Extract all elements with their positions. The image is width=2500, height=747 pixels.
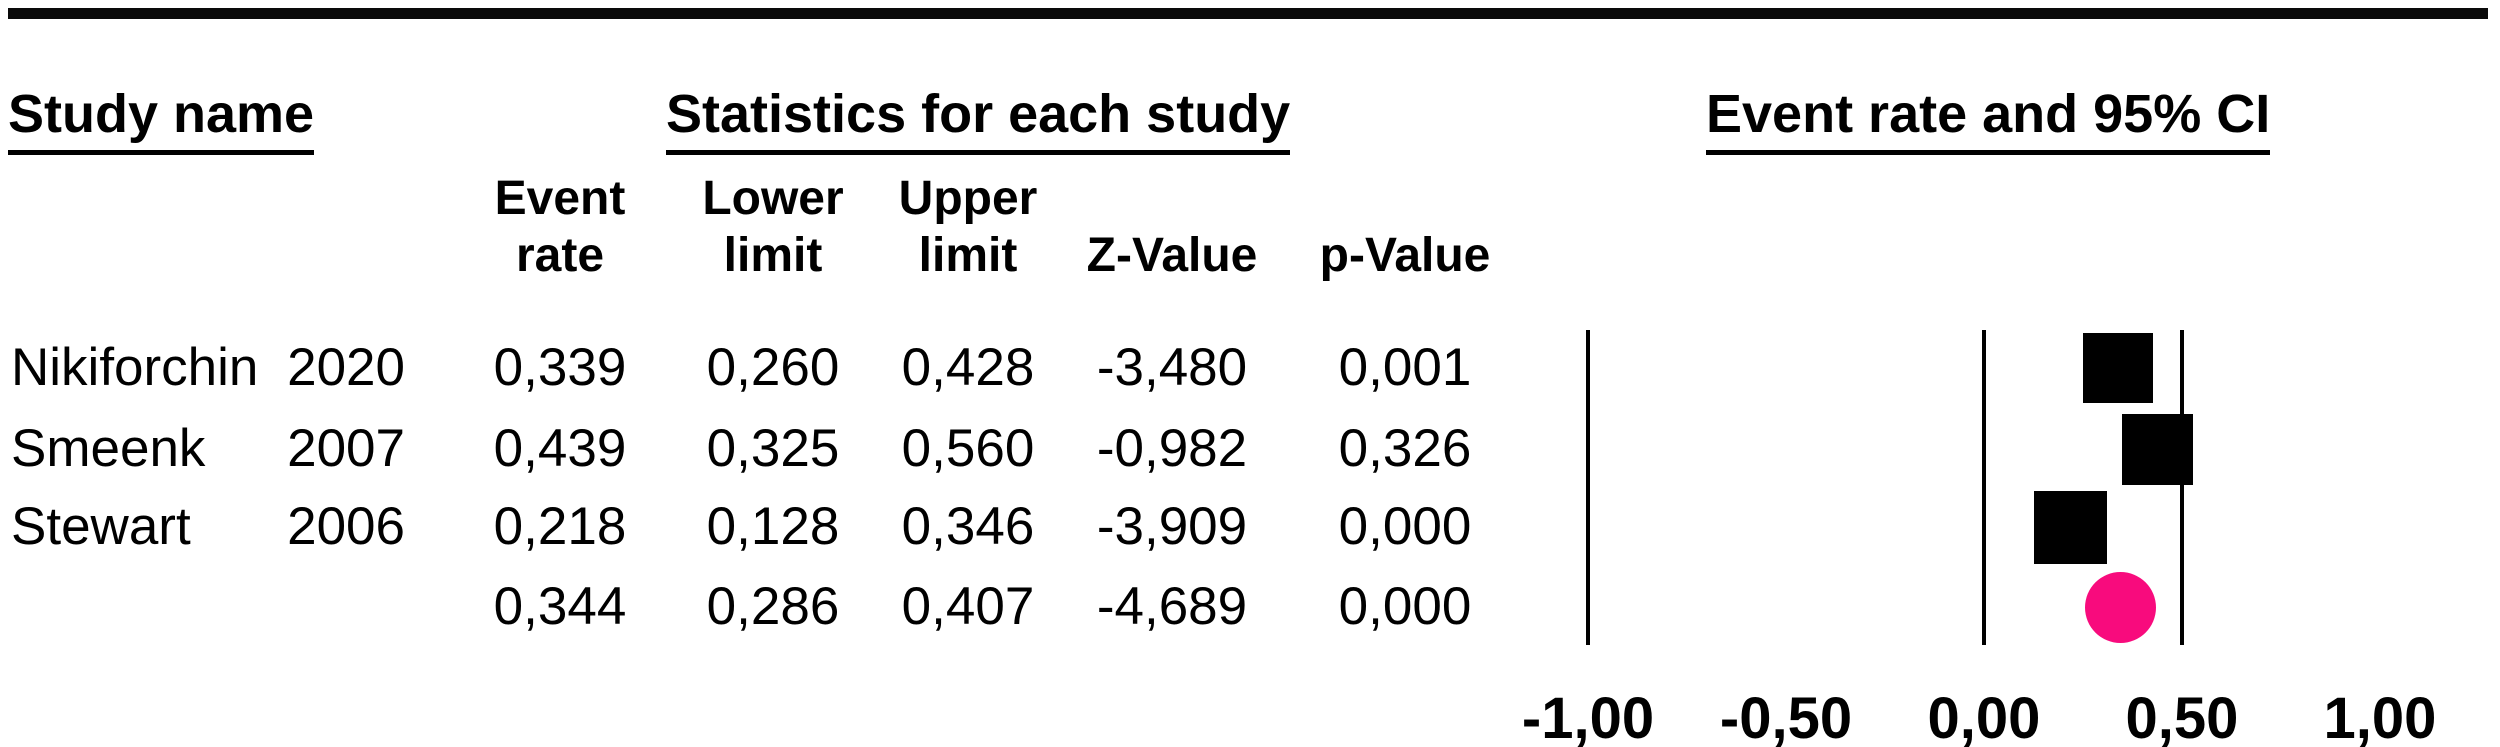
summary-marker [2084,571,2156,643]
upper-limit-value: 0,346 [901,497,1035,556]
summary-lower-limit-value: 0,286 [706,577,840,636]
column-header-p-value: p-Value [1319,229,1491,282]
x-axis-tick-label: 0,00 [1927,686,2041,747]
z-value: -3,909 [1096,497,1248,556]
p-value: 0,000 [1338,497,1472,556]
event-rate-value: 0,339 [493,338,627,397]
upper-limit-value: 0,428 [901,338,1035,397]
column-header-upper-limit: Upper limit [899,170,1038,284]
statistics-header: Statistics for each study [666,84,1291,155]
z-value: -0,982 [1096,419,1248,478]
column-header-lower-limit-line1: Lower [702,172,844,225]
column-header-lower-limit: Lower limit [702,170,843,284]
lower-limit-value: 0,260 [706,338,840,397]
p-value: 0,001 [1338,338,1472,397]
study-year: 2020 [287,338,405,397]
column-header-upper-limit-line1: Upper [898,172,1038,225]
table-row: Smeenk 2007 0,439 0,325 0,560 -0,982 0,3… [0,409,2500,489]
column-header-upper-limit-line2: limit [918,229,1018,282]
lower-limit-value: 0,128 [706,497,840,556]
x-axis-tick-label: -0,50 [1719,686,1853,747]
x-axis-tick-label: -1,00 [1521,686,1655,747]
column-header-event-rate: Event rate [495,170,626,284]
event-rate-value: 0,218 [493,497,627,556]
x-axis-tick-label: 0,50 [2125,686,2239,747]
table-row: Nikiforchin 2020 0,339 0,260 0,428 -3,48… [0,328,2500,408]
summary-row: 0,344 0,286 0,407 -4,689 0,000 [0,567,2500,647]
study-year: 2006 [287,497,405,556]
event-rate-value: 0,439 [493,419,627,478]
top-rule [8,8,2488,19]
summary-z-value: -4,689 [1096,577,1248,636]
x-axis-tick-label: 1,00 [2323,686,2437,747]
study-name: Smeenk [11,419,206,478]
summary-upper-limit-value: 0,407 [901,577,1035,636]
study-name-header: Study name [8,84,315,155]
p-value: 0,326 [1338,419,1472,478]
z-value: -3,480 [1096,338,1248,397]
study-name: Nikiforchin [11,338,259,397]
plot-gridline [1586,330,1590,645]
column-header-event-rate-line1: Event [494,172,626,225]
upper-limit-value: 0,560 [901,419,1035,478]
study-marker [2083,333,2154,403]
study-marker [2122,413,2194,485]
study-year: 2007 [287,419,405,478]
study-marker [2033,490,2107,564]
column-header-lower-limit-line2: limit [723,229,823,282]
table-row: Stewart 2006 0,218 0,128 0,346 -3,909 0,… [0,487,2500,567]
column-header-z-value: Z-Value [1086,229,1258,282]
column-header-event-rate-line2: rate [515,229,605,282]
lower-limit-value: 0,325 [706,419,840,478]
plot-header: Event rate and 95% CI [1706,84,2271,155]
plot-gridline [2180,330,2184,645]
plot-gridline [1982,330,1986,645]
summary-event-rate-value: 0,344 [493,577,627,636]
study-name: Stewart [11,497,191,556]
summary-p-value: 0,000 [1338,577,1472,636]
